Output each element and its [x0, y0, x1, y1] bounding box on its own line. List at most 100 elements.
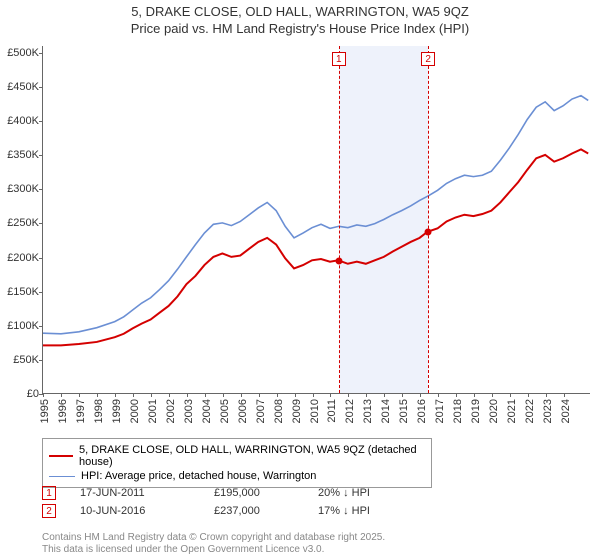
legend-label: HPI: Average price, detached house, Warr… [81, 470, 316, 482]
series-line [43, 96, 588, 334]
x-tick-mark [97, 393, 98, 397]
title-line1: 5, DRAKE CLOSE, OLD HALL, WARRINGTON, WA… [131, 4, 469, 19]
legend-swatch [49, 455, 73, 457]
x-tick-mark [223, 393, 224, 397]
footnote-line1: Contains HM Land Registry data © Crown c… [42, 532, 385, 543]
y-tick-label: £300K [7, 183, 39, 195]
sale-marker-line [339, 46, 340, 393]
y-tick-label: £0 [27, 388, 39, 400]
x-tick-label: 1996 [57, 399, 69, 423]
x-tick-mark [313, 393, 314, 397]
legend-row: HPI: Average price, detached house, Warr… [49, 469, 425, 483]
y-tick-mark [39, 189, 43, 190]
title-line2: Price paid vs. HM Land Registry's House … [131, 21, 469, 36]
x-tick-label: 2012 [344, 399, 356, 423]
x-tick-mark [277, 393, 278, 397]
x-tick-mark [259, 393, 260, 397]
x-tick-mark [402, 393, 403, 397]
y-tick-label: £400K [7, 115, 39, 127]
y-tick-label: £450K [7, 81, 39, 93]
y-tick-label: £500K [7, 47, 39, 59]
sale-row: 1 17-JUN-2011 £195,000 20% ↓ HPI [42, 486, 552, 500]
legend-row: 5, DRAKE CLOSE, OLD HALL, WARRINGTON, WA… [49, 443, 425, 469]
x-tick-mark [115, 393, 116, 397]
y-tick-mark [39, 53, 43, 54]
x-tick-label: 2016 [416, 399, 428, 423]
chart-title: 5, DRAKE CLOSE, OLD HALL, WARRINGTON, WA… [0, 0, 600, 38]
sale-marker-box: 2 [421, 52, 435, 66]
x-tick-label: 2009 [291, 399, 303, 423]
sale-row-price: £195,000 [214, 487, 294, 499]
x-tick-mark [133, 393, 134, 397]
chart-lines [43, 46, 590, 393]
x-tick-mark [528, 393, 529, 397]
x-tick-label: 1997 [75, 399, 87, 423]
x-tick-label: 2001 [147, 399, 159, 423]
x-tick-label: 2010 [309, 399, 321, 423]
x-tick-label: 2007 [255, 399, 267, 423]
x-tick-label: 2018 [452, 399, 464, 423]
sale-row-price: £237,000 [214, 505, 294, 517]
footnote-line2: This data is licensed under the Open Gov… [42, 544, 324, 555]
x-tick-label: 2015 [398, 399, 410, 423]
x-tick-label: 2004 [201, 399, 213, 423]
x-tick-label: 2005 [219, 399, 231, 423]
legend-swatch [49, 476, 75, 477]
sale-row-marker: 1 [42, 486, 56, 500]
x-tick-label: 2002 [165, 399, 177, 423]
sale-dot [425, 229, 432, 236]
x-tick-mark [384, 393, 385, 397]
x-tick-mark [241, 393, 242, 397]
y-tick-mark [39, 223, 43, 224]
sale-marker-line [428, 46, 429, 393]
x-tick-label: 2022 [524, 399, 536, 423]
x-tick-label: 2011 [326, 399, 338, 423]
y-tick-mark [39, 258, 43, 259]
sale-row-delta: 20% ↓ HPI [318, 487, 408, 499]
x-tick-mark [420, 393, 421, 397]
sale-row-date: 17-JUN-2011 [80, 487, 190, 499]
x-tick-mark [348, 393, 349, 397]
x-tick-mark [79, 393, 80, 397]
x-tick-mark [546, 393, 547, 397]
sale-row-marker: 2 [42, 504, 56, 518]
x-tick-mark [205, 393, 206, 397]
x-tick-label: 2008 [273, 399, 285, 423]
sale-row: 2 10-JUN-2016 £237,000 17% ↓ HPI [42, 504, 552, 518]
sale-dot [335, 257, 342, 264]
y-tick-label: £150K [7, 286, 39, 298]
x-tick-mark [295, 393, 296, 397]
sale-row-delta: 17% ↓ HPI [318, 505, 408, 517]
legend-label: 5, DRAKE CLOSE, OLD HALL, WARRINGTON, WA… [79, 444, 425, 468]
x-tick-label: 1999 [111, 399, 123, 423]
y-tick-label: £100K [7, 320, 39, 332]
x-tick-label: 2017 [434, 399, 446, 423]
x-tick-label: 2021 [506, 399, 518, 423]
x-tick-label: 1998 [93, 399, 105, 423]
y-tick-label: £200K [7, 252, 39, 264]
sale-row-date: 10-JUN-2016 [80, 505, 190, 517]
x-tick-mark [61, 393, 62, 397]
x-tick-mark [169, 393, 170, 397]
x-tick-mark [366, 393, 367, 397]
y-tick-label: £50K [13, 354, 39, 366]
y-tick-mark [39, 292, 43, 293]
y-tick-label: £250K [7, 217, 39, 229]
x-tick-label: 2000 [129, 399, 141, 423]
x-tick-label: 2023 [542, 399, 554, 423]
footnote: Contains HM Land Registry data © Crown c… [42, 532, 385, 556]
x-tick-label: 2003 [183, 399, 195, 423]
x-tick-mark [456, 393, 457, 397]
y-tick-mark [39, 121, 43, 122]
x-tick-mark [564, 393, 565, 397]
x-tick-label: 2006 [237, 399, 249, 423]
x-tick-mark [43, 393, 44, 397]
x-tick-mark [187, 393, 188, 397]
x-tick-label: 2013 [362, 399, 374, 423]
y-tick-mark [39, 360, 43, 361]
x-tick-label: 1995 [39, 399, 51, 423]
chart-plot-area: £0£50K£100K£150K£200K£250K£300K£350K£400… [42, 46, 590, 394]
x-tick-mark [474, 393, 475, 397]
x-tick-mark [151, 393, 152, 397]
x-tick-mark [438, 393, 439, 397]
